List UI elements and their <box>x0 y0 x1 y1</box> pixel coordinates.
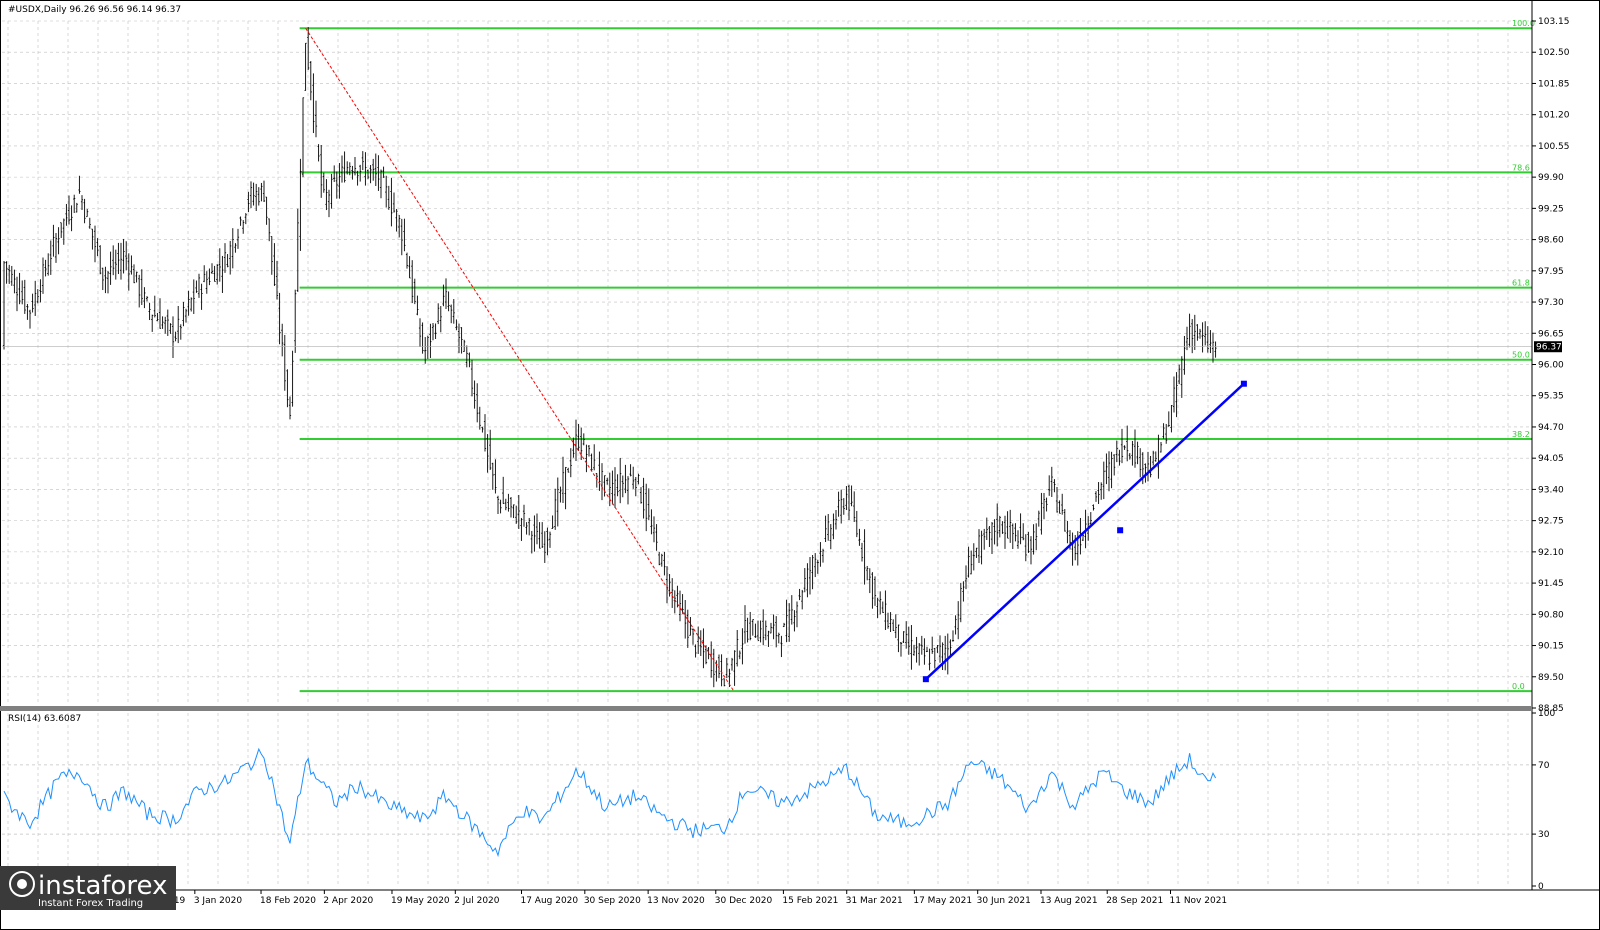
time-tick-label: 17 Aug 2020 <box>520 896 578 906</box>
trendline-anchor <box>1117 527 1124 534</box>
fib-level-label: 78.6 <box>1512 163 1530 172</box>
logo-tagline: Instant Forex Trading <box>38 898 143 909</box>
rsi-tick-label: 0 <box>1538 882 1544 892</box>
fib-level-label: 50.0 <box>1512 351 1530 360</box>
rsi-series-line <box>3 747 1217 858</box>
price-tick-label: 99.25 <box>1538 204 1564 214</box>
time-tick-label: 2 Apr 2020 <box>323 896 373 906</box>
price-tick-label: 90.15 <box>1538 642 1564 652</box>
price-tick-label: 94.05 <box>1538 454 1564 464</box>
pane-separator <box>0 706 1532 711</box>
price-tick-label: 97.30 <box>1538 298 1564 308</box>
price-tick-label: 96.00 <box>1538 361 1564 371</box>
price-tick-label: 90.80 <box>1538 610 1564 620</box>
price-tick-label: 101.20 <box>1538 111 1570 121</box>
time-tick-label: 2 Jul 2020 <box>454 896 499 906</box>
price-tick-label: 101.85 <box>1538 79 1570 89</box>
price-tick-label: 93.40 <box>1538 485 1564 495</box>
trendline <box>925 382 1245 681</box>
fib-level-label: 38.2 <box>1512 430 1530 439</box>
time-tick-label: 13 Aug 2021 <box>1040 896 1098 906</box>
price-candles <box>2 27 1532 688</box>
price-tick-label: 89.50 <box>1538 673 1564 683</box>
fib-level-label: 61.8 <box>1512 279 1530 288</box>
logo-name: instaforex <box>38 871 167 901</box>
time-tick-label: 13 Nov 2020 <box>647 896 705 906</box>
rsi-tick-label: 100 <box>1538 709 1555 719</box>
price-tick-label: 94.70 <box>1538 423 1564 433</box>
time-tick-label: 11 Nov 2021 <box>1170 896 1228 906</box>
rsi-tick-label: 70 <box>1538 761 1550 771</box>
time-tick-label: 30 Sep 2020 <box>584 896 641 906</box>
symbol-header: #USDX,Daily 96.26 96.56 96.14 96.37 <box>8 5 181 15</box>
fibonacci-levels: 100.0 78.6 61.8 50.0 38.2 0.0 <box>299 19 1535 693</box>
price-tick-label: 100.55 <box>1538 142 1570 152</box>
time-tick-label: 18 Feb 2020 <box>260 896 316 906</box>
main-grid <box>2 20 1532 709</box>
fib-diagonal-line <box>305 27 735 692</box>
time-tick-label: 31 Mar 2021 <box>846 896 903 906</box>
logo-gear-core-icon <box>17 879 27 889</box>
logo-gear-icon <box>9 871 35 897</box>
fib-diagonal <box>305 27 735 692</box>
rsi-grid <box>2 713 1532 886</box>
time-tick-label: 17 May 2021 <box>913 896 972 906</box>
price-tick-label: 91.45 <box>1538 579 1564 589</box>
rsi-line <box>3 747 1217 858</box>
price-tick-label: 102.50 <box>1538 48 1570 58</box>
rsi-tick-label: 30 <box>1538 830 1550 840</box>
price-tick-label: 103.15 <box>1538 17 1570 27</box>
price-tick-label: 97.95 <box>1538 267 1564 277</box>
time-tick-label: 15 Feb 2021 <box>782 896 838 906</box>
price-tick-label: 92.75 <box>1538 517 1564 527</box>
time-tick-label: 28 Sep 2021 <box>1106 896 1163 906</box>
time-tick-label: 30 Dec 2020 <box>715 896 773 906</box>
price-tick-label: 88.85 <box>1538 704 1564 714</box>
price-tick-label: 96.65 <box>1538 329 1564 339</box>
time-tick-label: 30 Jun 2021 <box>977 896 1031 906</box>
current-price-label: 96.37 <box>1536 343 1562 353</box>
fib-level-label: 0.0 <box>1512 682 1525 691</box>
price-tick-label: 99.90 <box>1538 173 1564 183</box>
time-tick-label: 19 May 2020 <box>391 896 450 906</box>
fib-level-label: 100.0 <box>1512 19 1535 28</box>
trendline-anchor <box>1240 380 1247 387</box>
price-tick-label: 92.10 <box>1538 548 1564 558</box>
current-price-tag: 96.37 <box>1534 341 1562 353</box>
time-tick-label: 3 Jan 2020 <box>194 896 242 906</box>
price-tick-label: 98.60 <box>1538 236 1564 246</box>
rsi-header: RSI(14) 63.6087 <box>8 714 81 724</box>
trendline-anchor <box>922 676 929 683</box>
price-tick-label: 95.35 <box>1538 392 1564 402</box>
instaforex-logo: instaforex Instant Forex Trading <box>0 866 176 910</box>
blue-trendline <box>922 380 1247 683</box>
